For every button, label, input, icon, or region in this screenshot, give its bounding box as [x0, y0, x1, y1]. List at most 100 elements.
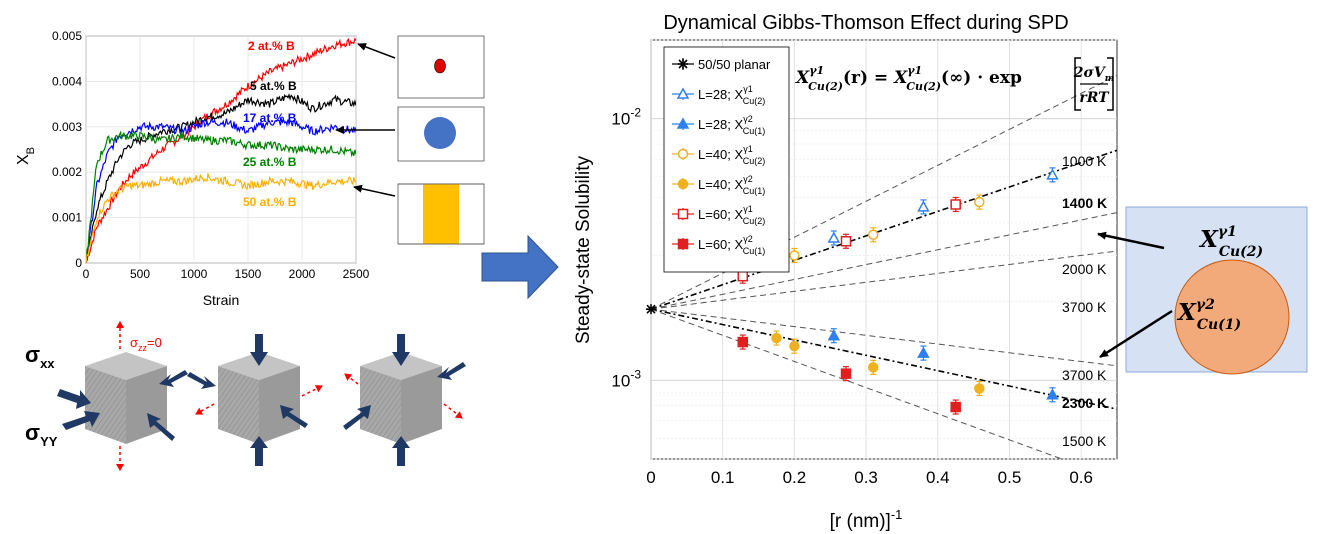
sigma-zz-label: σzz=0	[130, 335, 162, 353]
cube-2-right	[259, 366, 300, 444]
legend-marker	[678, 59, 688, 69]
left-series-line-1	[86, 92, 356, 263]
inner-solubility-label: Xγ2 Cu(1)	[1176, 297, 1241, 333]
data-point	[867, 229, 879, 241]
small-precipitate-dot	[434, 58, 446, 74]
left-xtick-label: 1000	[181, 267, 208, 281]
left-ytick-label: 0.004	[52, 74, 82, 88]
arrow-to-upper-lines	[1097, 231, 1165, 250]
data-point	[789, 250, 800, 261]
left-series-label: 50 at.% B	[243, 195, 297, 209]
left-series-line-3	[86, 130, 356, 263]
legend-marker	[677, 148, 689, 160]
right-xtick-label: 0	[646, 468, 655, 487]
legend-label: 50/50 planar	[698, 57, 771, 72]
cube-2-left	[218, 366, 259, 444]
left-ytick-label: 0.003	[52, 120, 82, 134]
left-xtick-label: 0	[83, 267, 90, 281]
left-series-line-4	[86, 173, 356, 263]
bracket-left	[1074, 57, 1081, 111]
precipitate-circle	[1174, 259, 1290, 375]
cube-1-sxx-arrow-right	[159, 370, 188, 387]
right-xtick-label: 0.4	[926, 468, 950, 487]
data-point	[789, 340, 800, 352]
left-series-labels: 2 at.% B 5 at.% B 17 at.% B 25 at.% B 50 at.…	[243, 39, 297, 209]
legend-marker	[676, 117, 690, 129]
data-point	[974, 383, 985, 394]
legend-marker	[677, 208, 689, 220]
inset-small-precipitate	[397, 35, 485, 99]
left-xtick-label: 2000	[289, 267, 316, 281]
reference-line-label: 1000 K	[1062, 153, 1107, 169]
left-ytick-label: 0.005	[52, 29, 82, 43]
legend-symbol	[672, 238, 694, 250]
left-series-line-0	[86, 37, 356, 263]
legend-marker	[677, 178, 689, 190]
legend-marker-stroke	[678, 59, 688, 69]
loading-modes: σzz=0 σxx σYY	[25, 321, 466, 471]
left-ytick-label: 0	[75, 256, 82, 270]
right-xtick-label: 0.2	[783, 468, 807, 487]
right-xtick-label: 0.3	[854, 468, 878, 487]
cube-3-right-arrow	[437, 362, 466, 380]
reference-line-1	[651, 149, 1117, 310]
reference-line-label: 3700 K	[1062, 299, 1107, 315]
cube-3-right	[401, 366, 442, 444]
left-series-line-2	[86, 117, 356, 263]
data-point	[827, 329, 841, 341]
sigma-xx-label: σxx	[25, 342, 55, 371]
cube-3-dashed-left-arrow	[344, 373, 359, 385]
solubility-chart: Dynamical Gibbs-Thomson Effect during SP…	[573, 12, 1118, 532]
right-legend: 50/50 planar L=28; Xγ1 Cu(2) L=28; Xγ2 Cu(1)…	[663, 46, 790, 273]
reference-line-labels: 1000 K 1400 K 2000 K 3700 K 3700 K 2300 K 1500…	[1062, 153, 1107, 449]
left-ytick-label: 0.001	[52, 211, 82, 225]
legend-marker	[677, 238, 689, 250]
legend-symbol	[672, 148, 694, 160]
data-point	[950, 401, 961, 413]
reference-line-4	[651, 308, 1117, 367]
cube-2-bottom-arrow	[250, 436, 268, 466]
legend-label: L=28; Xγ2 Cu(1)	[698, 114, 765, 136]
reference-line-label: 1500 K	[1062, 433, 1107, 449]
cube-1-syy-arrow-right	[147, 413, 175, 441]
left-series	[86, 37, 356, 263]
reference-line-0	[651, 74, 1117, 310]
origin-point	[646, 304, 656, 315]
legend-symbol	[672, 117, 694, 130]
data-point	[867, 362, 879, 373]
legend-label: L=40; Xγ2 Cu(1)	[698, 174, 765, 196]
cube-3	[343, 334, 466, 466]
large-precipitate-circle	[424, 117, 456, 149]
data-point	[1046, 388, 1059, 400]
equation-denominator: rRT	[1079, 90, 1110, 106]
data-point	[950, 199, 961, 210]
left-series-label: 25 at.% B	[243, 155, 297, 169]
left-series-label: 5 at.% B	[250, 79, 297, 93]
data-point	[737, 336, 749, 348]
arrow-to-lower-lines	[1099, 309, 1173, 359]
legend-label: L=28; Xγ1 Cu(2)	[698, 84, 765, 106]
data-point	[1046, 168, 1059, 180]
solute-concentration-chart: 0 500 1000 1500 2000 2500 0 0.001 0.002 0.003 0.00…	[15, 29, 370, 308]
cube-3-dashed-right-arrow	[443, 403, 463, 419]
data-point	[771, 332, 782, 344]
right-ytick-label: 10-3	[611, 367, 641, 390]
equation-lhs: Xγ1 Cu(2)(r) = Xγ1 Cu(2)(∞) · exp	[795, 64, 1022, 93]
legend-label: L=60; Xγ1 Cu(2)	[698, 204, 765, 226]
cube-2-right-arrow	[280, 405, 308, 428]
origin-point-stroke	[646, 304, 656, 314]
right-xtick-label: 0.6	[1069, 468, 1093, 487]
cube-2-dashed-right-arrow	[301, 385, 323, 397]
legend-symbol	[672, 87, 694, 100]
reference-line-label: 2300 K	[1062, 395, 1107, 411]
cube-2-left-arrow	[187, 372, 216, 389]
left-tick-labels: 0 500 1000 1500 2000 2500 0 0.001 0.002 0.003 0.00…	[52, 29, 370, 281]
reference-line-3	[651, 250, 1117, 310]
left-xtick-label: 1500	[235, 267, 262, 281]
left-series-label: 17 at.% B	[243, 111, 297, 125]
cube-1-left	[85, 366, 126, 444]
flow-arrow-icon	[481, 234, 559, 300]
right-ylabel: Steady-state Solubility	[573, 156, 594, 344]
cube-2-top-arrow	[250, 334, 268, 366]
cube-2	[187, 334, 323, 466]
